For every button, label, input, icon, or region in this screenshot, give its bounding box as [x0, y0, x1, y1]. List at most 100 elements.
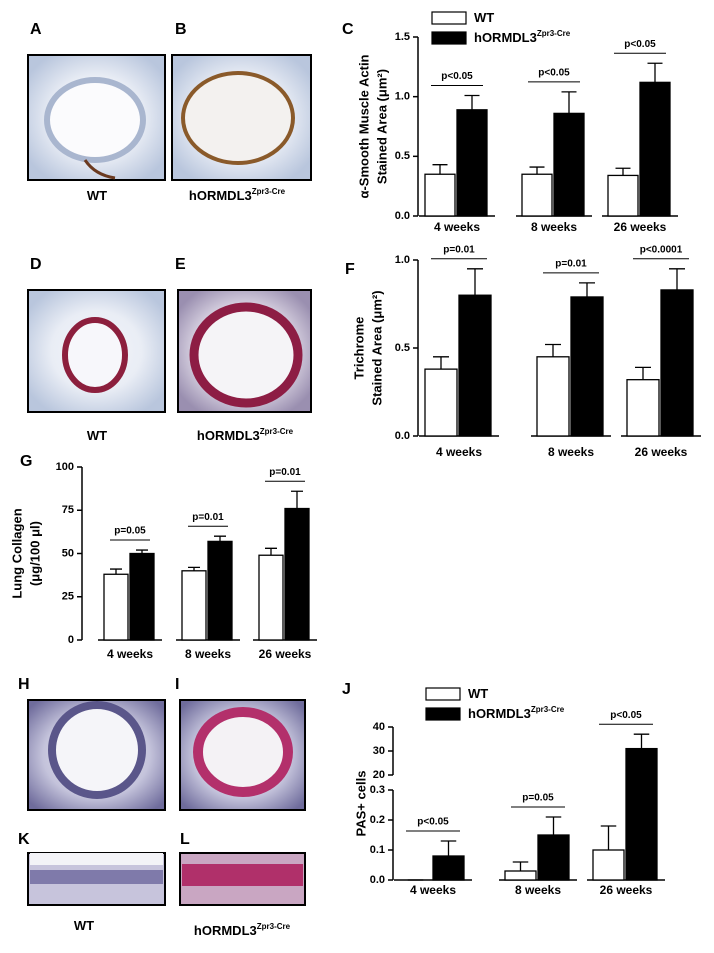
error-bar — [669, 268, 685, 290]
y-axis-label: Lung Collagen — [9, 508, 24, 598]
error-bar — [579, 282, 595, 297]
legend-label-sup: Zpr3-Cre — [537, 29, 571, 38]
chart: 0.0 0.5 1.0 1.5 α-Smooth Muscle Actin Stained… — [356, 10, 678, 234]
y-tick-label: 75 — [62, 504, 74, 516]
y-axis-label: PAS+ cells — [353, 771, 368, 837]
x-tick-label: 4 weeks — [410, 883, 456, 897]
y-tick-label: 0.3 — [370, 784, 385, 796]
caption-main: hORMDL3 — [194, 923, 257, 938]
error-bar — [188, 566, 200, 571]
legend-label-sup: Zpr3-Cre — [531, 705, 565, 714]
error-bar — [545, 816, 562, 835]
x-tick-label: 8 weeks — [548, 445, 594, 459]
error-bar — [464, 94, 480, 110]
error-bar — [561, 91, 577, 114]
error-bar — [512, 861, 529, 871]
legend-label: WT — [474, 10, 494, 25]
x-tick-label: 26 weeks — [635, 445, 688, 459]
annotation: p=0.01 — [555, 259, 587, 270]
error-bar — [432, 164, 448, 175]
bar — [625, 747, 658, 881]
caption-main: WT — [74, 918, 94, 933]
y-tick-label: 50 — [62, 547, 74, 559]
panel-label: F — [345, 261, 355, 278]
x-tick-label: 26 weeks — [600, 883, 653, 897]
error-bar — [265, 547, 277, 556]
error-bar — [136, 549, 148, 554]
bar — [592, 849, 625, 881]
legend-label: WT — [468, 686, 488, 701]
annotation: p<0.0001 — [640, 244, 683, 255]
annotation: p=0.01 — [269, 467, 301, 478]
caption-main: WT — [87, 188, 107, 203]
bar — [553, 112, 585, 217]
bar — [521, 173, 553, 217]
caption-sup: Zpr3-Cre — [252, 187, 286, 196]
x-tick-label: 4 weeks — [436, 445, 482, 459]
y-tick-label: 0.0 — [370, 874, 385, 886]
y-tick-label: 1.5 — [395, 31, 410, 43]
y-tick-label: 0.5 — [395, 150, 410, 162]
annotation: p<0.05 — [538, 68, 570, 79]
chart: 0.0 0.5 1.0 Trichrome Stained Area (μm²) 4 we… — [351, 244, 701, 459]
legend-label: hORMDL3Zpr3-Cre — [474, 29, 571, 45]
legend-swatch — [425, 687, 461, 701]
error-bar — [600, 825, 617, 850]
x-tick-label: 8 weeks — [185, 647, 231, 661]
bar — [536, 356, 570, 437]
caption-sup: Zpr3-Cre — [260, 427, 294, 436]
y-tick-label: 0 — [68, 634, 74, 646]
y-tick-label: 1.0 — [395, 254, 410, 266]
caption: WT — [87, 428, 107, 443]
bar — [181, 570, 207, 641]
bar — [660, 289, 694, 437]
micrographs — [27, 54, 312, 906]
caption: hORMDL3Zpr3-Cre — [197, 427, 294, 443]
legend-swatch — [431, 31, 467, 45]
panel-label: H — [18, 676, 30, 693]
error-bar — [214, 535, 226, 542]
bar — [432, 855, 465, 881]
caption: WT — [74, 918, 94, 933]
caption-sup: Zpr3-Cre — [257, 922, 291, 931]
error-bar — [291, 490, 303, 509]
y-axis-label: (μg/100 μl) — [27, 521, 42, 586]
caption: hORMDL3Zpr3-Cre — [194, 922, 291, 938]
x-tick-label: 4 weeks — [434, 220, 480, 234]
legend-label-main: WT — [468, 686, 488, 701]
legend-swatch — [425, 707, 461, 721]
y-tick-label: 0.0 — [395, 430, 410, 442]
annotation: p<0.05 — [417, 817, 449, 828]
panel-label: L — [180, 831, 190, 848]
annotation: p=0.05 — [522, 793, 554, 804]
bar — [207, 540, 233, 641]
error-bar — [433, 356, 449, 370]
bar — [424, 173, 456, 217]
error-bar — [440, 840, 457, 856]
annotation: p=0.05 — [114, 526, 146, 537]
y-tick-label: 25 — [62, 591, 74, 603]
x-tick-label: 4 weeks — [107, 647, 153, 661]
y-axis-label: Stained Area (μm²) — [369, 290, 384, 405]
y-axis-label: Trichrome — [351, 317, 366, 380]
bar — [626, 379, 660, 437]
panel-label: I — [175, 676, 179, 693]
y-tick-label: 0.5 — [395, 342, 410, 354]
panel-label: D — [30, 256, 42, 273]
x-tick-label: 26 weeks — [614, 220, 667, 234]
caption: WT — [87, 188, 107, 203]
error-bar — [545, 343, 561, 357]
y-tick-label: 0.0 — [395, 210, 410, 222]
panel-label: K — [18, 831, 30, 848]
annotation: p=0.01 — [192, 512, 224, 523]
bar — [258, 554, 284, 641]
bar — [537, 834, 570, 881]
error-bar — [615, 167, 631, 176]
legend-label-main: WT — [474, 10, 494, 25]
error-bar — [647, 62, 663, 83]
annotation: p<0.05 — [441, 71, 473, 82]
annotation: p=0.01 — [443, 244, 475, 255]
y-tick-label: 100 — [56, 461, 74, 473]
caption-main: hORMDL3 — [197, 428, 260, 443]
y-axis-label: Stained Area (μm²) — [374, 69, 389, 184]
